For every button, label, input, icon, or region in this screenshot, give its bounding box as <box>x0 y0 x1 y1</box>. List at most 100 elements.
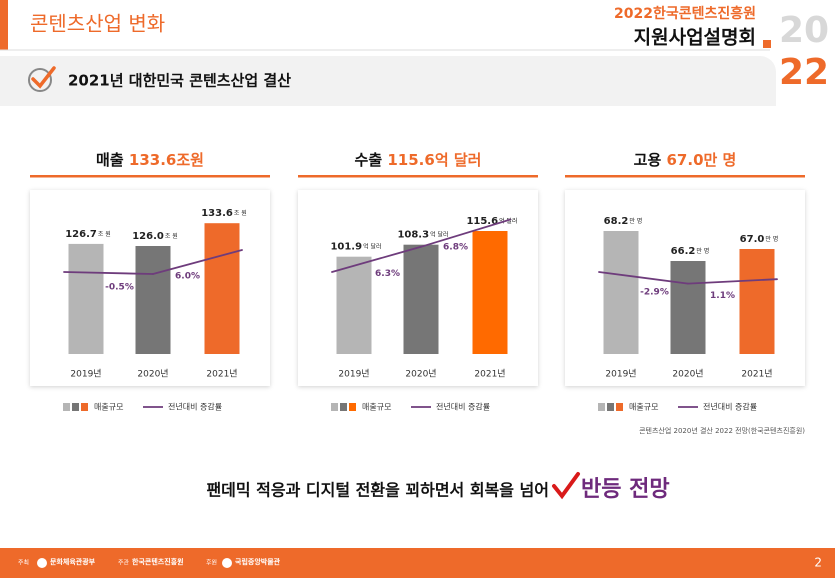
value-number: 68.2 <box>604 216 629 227</box>
value-number: 101.9 <box>330 242 362 253</box>
value-number: 115.6 <box>466 216 498 227</box>
x-tick-label: 2021년 <box>206 369 237 380</box>
bar <box>204 223 240 354</box>
footer-name: 국립중앙박물관 <box>235 557 281 566</box>
section-title: 콘텐츠산업 변화 <box>30 12 165 36</box>
bar <box>403 244 439 354</box>
check-circle <box>28 68 52 92</box>
value-unit: 만 명 <box>765 235 778 243</box>
message: 팬데믹 적응과 디지털 전환을 꾀하면서 회복을 넘어 <box>206 481 549 500</box>
subtitle-band <box>0 56 776 106</box>
title-underline <box>30 175 270 178</box>
title-value: 133.6조원 <box>129 151 204 169</box>
value-label: 133.6조 원 <box>201 208 247 219</box>
footer <box>0 548 835 578</box>
value-label: 101.9억 달러 <box>330 242 381 253</box>
x-tick-label: 2021년 <box>741 369 772 380</box>
value-unit: 억 달러 <box>363 242 381 250</box>
highlight: 반등 전망 <box>581 477 670 502</box>
growth-label: -2.9% <box>640 287 669 297</box>
chart-title: 고용 67.0만 명 <box>634 151 737 169</box>
title-value: 67.0만 명 <box>667 151 737 169</box>
value-unit: 억 달러 <box>430 230 448 238</box>
value-label: 68.2만 명 <box>604 216 643 227</box>
year-bottom: 22 <box>779 52 829 93</box>
growth-label: 1.1% <box>710 291 735 301</box>
value-unit: 조 원 <box>98 229 111 237</box>
legend-label: 매출규모 <box>362 402 391 412</box>
footer-label: 후원 <box>206 559 217 567</box>
value-label: 126.7조 원 <box>65 229 111 240</box>
legend-swatch <box>340 403 347 411</box>
footer-label: 주관 <box>118 559 130 567</box>
legend-swatch <box>349 403 356 411</box>
check-mark <box>552 472 580 500</box>
chart-title: 매출 133.6조원 <box>96 151 204 169</box>
growth-line <box>687 278 778 285</box>
title-underline <box>565 175 805 178</box>
value-number: 66.2 <box>671 246 696 257</box>
x-tick-label: 2019년 <box>605 369 636 380</box>
legend-label: 매출규모 <box>94 402 123 412</box>
logo <box>222 558 232 568</box>
legend-swatch <box>598 403 605 411</box>
value-label: 66.2만 명 <box>671 246 710 257</box>
x-tick-label: 2020년 <box>137 369 168 380</box>
legend-label: 전년대비 증감률 <box>436 402 490 412</box>
x-tick-label: 2021년 <box>474 369 505 380</box>
value-unit: 조 원 <box>165 232 178 240</box>
bar <box>670 261 706 354</box>
footer-name: 한국콘텐츠진흥원 <box>132 557 184 566</box>
check-icon <box>31 66 56 89</box>
legend-swatch <box>72 403 79 411</box>
org: 2022한국콘텐츠진흥원 <box>614 5 756 22</box>
source: 콘텐츠산업 2020년 결산 2022 전망(한국콘텐츠진흥원) <box>639 426 805 435</box>
legend-swatch <box>63 403 70 411</box>
page-number: 2 <box>814 556 822 570</box>
value-unit: 만 명 <box>629 217 642 225</box>
title-label: 고용 <box>634 151 662 169</box>
growth-label: 6.3% <box>375 269 400 279</box>
value-number: 67.0 <box>740 234 765 245</box>
x-tick-label: 2019년 <box>338 369 369 380</box>
year-top: 20 <box>779 10 829 51</box>
growth-line <box>331 245 422 273</box>
bar <box>603 231 639 354</box>
bar <box>336 256 372 354</box>
logo <box>37 558 47 568</box>
bar <box>135 246 171 354</box>
value-number: 133.6 <box>201 208 233 219</box>
legend-label: 전년대비 증감률 <box>703 402 757 412</box>
growth-line <box>420 218 511 248</box>
accent-bar <box>0 0 8 50</box>
legend-swatch <box>81 403 88 411</box>
chart-title: 수출 115.6억 달러 <box>355 151 482 169</box>
x-tick-label: 2019년 <box>70 369 101 380</box>
legend-swatch <box>331 403 338 411</box>
value-number: 126.7 <box>65 229 97 240</box>
legend-swatch <box>616 403 623 411</box>
growth-label: -0.5% <box>105 283 134 293</box>
bar <box>68 243 104 354</box>
value-unit: 조 원 <box>234 209 247 217</box>
value-number: 108.3 <box>397 230 429 241</box>
event: 지원사업설명회 <box>634 27 756 49</box>
title-value: 115.6억 달러 <box>387 151 481 169</box>
dot <box>763 40 771 48</box>
value-label: 108.3억 달러 <box>397 230 448 241</box>
legend-label: 매출규모 <box>629 402 658 412</box>
growth-line <box>63 271 154 275</box>
growth-label: 6.8% <box>443 243 468 253</box>
bar <box>472 231 508 354</box>
value-number: 126.0 <box>132 231 164 242</box>
value-label: 67.0만 명 <box>740 234 779 245</box>
value-label: 126.0조 원 <box>132 231 178 242</box>
value-unit: 만 명 <box>696 247 709 255</box>
legend-swatch <box>607 403 614 411</box>
x-tick-label: 2020년 <box>405 369 436 380</box>
footer-label: 주최 <box>18 559 29 567</box>
bar <box>739 249 775 354</box>
growth-line <box>152 249 243 275</box>
x-tick-label: 2020년 <box>672 369 703 380</box>
